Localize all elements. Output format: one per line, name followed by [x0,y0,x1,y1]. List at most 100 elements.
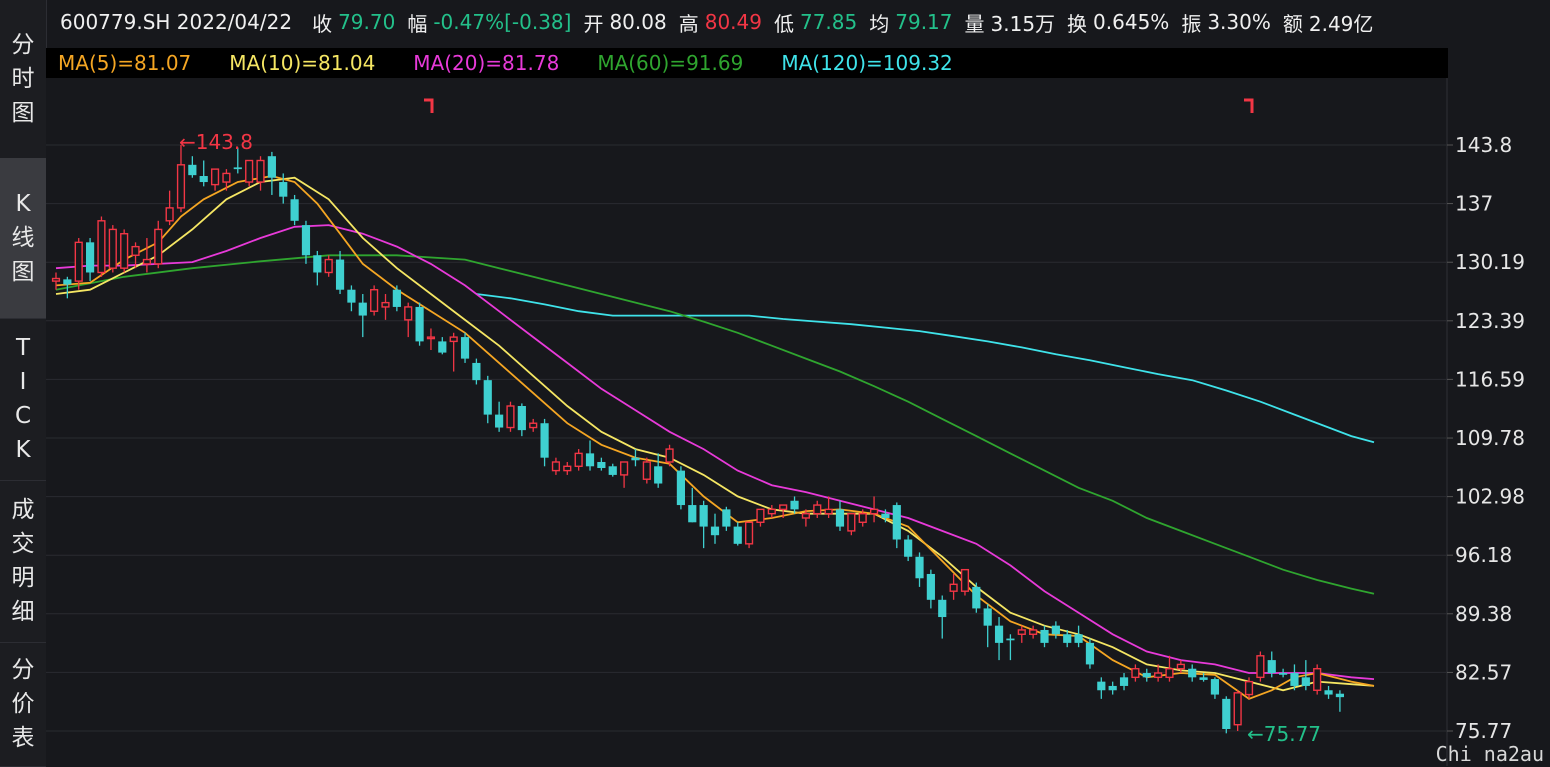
candle-body [1006,638,1015,641]
candle-body [460,337,470,359]
candle-body [438,341,447,353]
candle-body [540,423,549,458]
candle-body [483,380,492,415]
candle-body [585,453,595,467]
candle-body [51,277,61,282]
candle-body [881,513,890,518]
tab-char: 细 [11,599,35,625]
candle-body [404,306,413,321]
candle-body [1040,629,1049,643]
kline-chart[interactable]: 143.8 137 130.19 123.39 116.59 109.78 102.98 96… [46,78,1550,766]
candle-body [1313,668,1322,691]
candle-body [1165,668,1174,679]
candle-body [1029,629,1038,635]
candle-body [199,176,208,183]
candle-body [517,405,526,431]
candle-body [654,466,663,484]
period-marker [1244,98,1254,113]
low-value: 77.85 [799,10,858,34]
candle-body [1108,685,1117,691]
tab-char: 图 [11,259,35,285]
ma10-legend: MA(10)=81.04 [229,51,376,75]
candle-body [210,168,220,186]
turnover-label: 换 [1067,11,1088,36]
candle-body [381,301,390,308]
tab-char: 交 [11,531,35,557]
candle-body [665,448,674,463]
period-marker [424,98,434,113]
tab-char: 分 [11,657,35,683]
volume-label: 量 [964,11,985,36]
candle-body [1176,663,1185,670]
candle-body [983,608,992,626]
tab-trade-detail[interactable]: 成交明细 [0,480,46,643]
avg-value: 79.17 [895,10,953,34]
y-tick-label: 143.8 [1455,133,1512,157]
candle-body [597,461,606,469]
candle-body [779,504,788,511]
candle-body [1063,634,1072,643]
candle-body [1279,673,1288,675]
candle-body [938,599,947,618]
change-label: 幅 [407,11,428,36]
candle-body [279,182,288,197]
candle-body [1119,677,1129,686]
ma120-legend: MA(120)=109.32 [781,51,953,75]
candle-body [801,512,810,519]
candle-body [335,259,345,290]
candle-body [472,362,481,381]
y-tick-label: 82.57 [1455,660,1512,684]
candle-body [63,279,72,285]
candle-body [1244,680,1254,696]
candle-body [949,583,958,592]
candle-body [563,465,572,472]
candle-body [1335,693,1345,698]
candle-body [301,225,311,256]
candle-body [972,586,981,609]
tab-char: 线 [11,225,35,251]
candle-body [1301,677,1310,686]
candle-body [426,336,436,340]
tab-char: T [15,335,31,361]
y-tick-label: 123.39 [1455,309,1525,333]
candle-body [233,167,242,170]
open-label: 开 [583,11,604,36]
candle-body [1051,625,1060,635]
candle-body [1290,673,1299,686]
tab-price-table[interactable]: 分价表 [0,642,46,767]
y-tick-label: 89.38 [1455,602,1512,626]
tab-char: 成 [11,497,35,523]
candle-body [960,568,970,592]
candle-body [1222,698,1231,730]
ma20-legend: MA(20)=81.78 [413,51,560,75]
min-price-label: ←75.77 [1247,722,1321,746]
change-value: -0.47%[-0.38] [433,10,572,34]
candle-body [904,539,913,557]
amount-label: 额 [1282,11,1303,36]
candle-body [642,461,651,480]
candle-body [688,505,697,523]
candle-body [256,159,265,183]
candle-body [1199,677,1208,680]
candle-body [858,512,867,523]
candle-body [1085,642,1095,665]
y-tick-label: 96.18 [1455,543,1512,567]
close-label: 收 [312,11,333,36]
high-value: 80.49 [704,10,762,34]
candle-body [835,509,845,527]
candle-body [824,508,833,515]
candle-body [813,504,822,515]
candle-body [131,245,140,256]
ma-legend: MA(5)=81.07 MA(10)=81.04 MA(20)=81.78 MA… [46,48,1448,78]
candle-body [926,573,935,600]
quote-header: 600779.SH 2022/04/22 收 79.70 幅 -0.47%[-0… [46,0,1550,44]
candle-body [631,457,640,461]
candle-body [245,159,254,183]
candle-body [222,172,231,183]
y-tick-label: 102.98 [1455,485,1525,509]
candle-body [324,258,333,274]
tab-timeshare[interactable]: 分时图 [0,0,46,159]
